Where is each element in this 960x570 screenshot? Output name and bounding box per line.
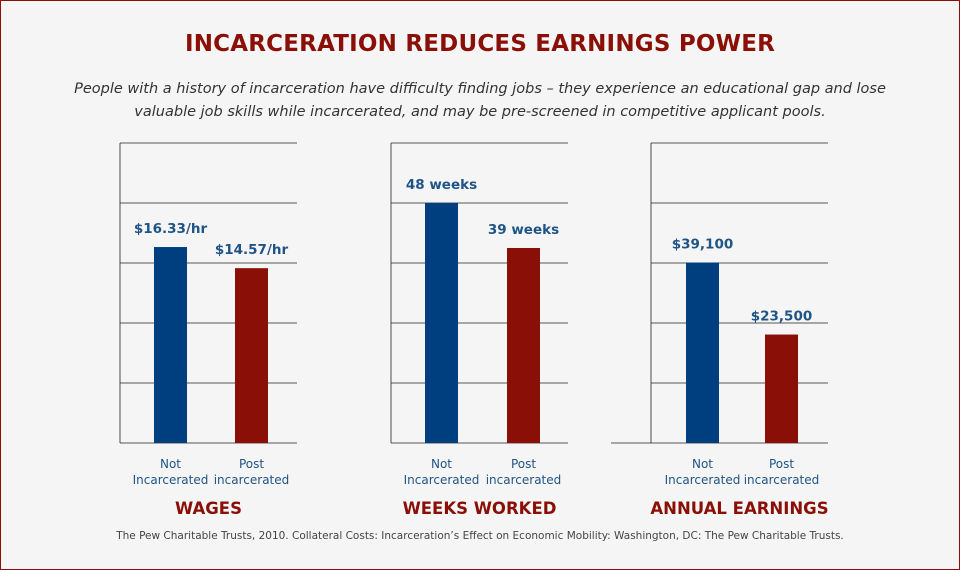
data-label: $23,500 bbox=[751, 309, 813, 325]
bar bbox=[154, 247, 187, 443]
category-label: Not bbox=[431, 457, 452, 471]
page-subtitle: People with a history of incarceration h… bbox=[74, 81, 886, 120]
chart-title: ANNUAL EARNINGS bbox=[650, 499, 828, 518]
bar bbox=[235, 268, 268, 443]
data-label: 48 weeks bbox=[406, 177, 477, 193]
page-title: INCARCERATION REDUCES EARNINGS POWER bbox=[184, 31, 776, 57]
bar bbox=[765, 334, 798, 443]
bar bbox=[686, 262, 719, 443]
bar bbox=[507, 248, 540, 443]
category-label: Not bbox=[692, 457, 713, 471]
chart-title: WEEKS WORKED bbox=[403, 499, 557, 518]
bar bbox=[425, 203, 458, 443]
data-label: 39 weeks bbox=[488, 222, 559, 238]
category-label: Post bbox=[511, 457, 536, 471]
data-label: $14.57/hr bbox=[215, 242, 289, 258]
data-label: $16.33/hr bbox=[134, 221, 208, 237]
category-label: incarcerated bbox=[744, 473, 820, 487]
data-label: $39,100 bbox=[672, 237, 734, 253]
category-label: incarcerated bbox=[214, 473, 290, 487]
category-label: Incarcerated bbox=[133, 473, 209, 487]
category-label: incarcerated bbox=[486, 473, 562, 487]
category-label: Post bbox=[769, 457, 794, 471]
category-label: Incarcerated bbox=[665, 473, 741, 487]
source-note: The Pew Charitable Trusts, 2010. Collate… bbox=[116, 530, 844, 542]
category-label: Not bbox=[160, 457, 181, 471]
category-label: Incarcerated bbox=[404, 473, 480, 487]
chart-title: WAGES bbox=[175, 499, 242, 518]
category-label: Post bbox=[239, 457, 264, 471]
